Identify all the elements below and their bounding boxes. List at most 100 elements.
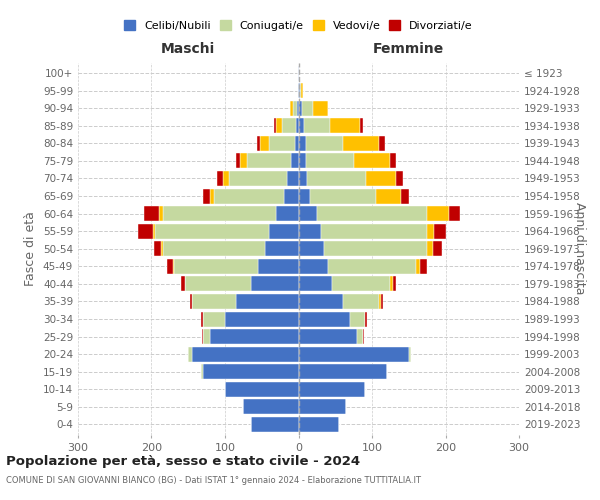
Legend: Celibi/Nubili, Coniugati/e, Vedovi/e, Divorziati/e: Celibi/Nubili, Coniugati/e, Vedovi/e, Di…: [119, 16, 478, 35]
Bar: [379, 136, 385, 151]
Bar: [154, 242, 161, 256]
Bar: [296, 118, 299, 133]
Bar: [144, 206, 159, 221]
Bar: [291, 154, 299, 168]
Bar: [353, 154, 391, 168]
Bar: [299, 154, 306, 168]
Bar: [343, 136, 379, 151]
Bar: [202, 329, 203, 344]
Bar: [299, 259, 328, 274]
Bar: [293, 100, 297, 116]
Bar: [299, 312, 350, 326]
Bar: [299, 329, 358, 344]
Bar: [392, 276, 396, 291]
Bar: [313, 100, 328, 116]
Bar: [185, 276, 251, 291]
Bar: [274, 118, 277, 133]
Bar: [320, 224, 427, 238]
Bar: [265, 242, 299, 256]
Bar: [350, 312, 365, 326]
Text: Popolazione per età, sesso e stato civile - 2024: Popolazione per età, sesso e stato civil…: [6, 455, 360, 468]
Bar: [299, 242, 324, 256]
Bar: [190, 294, 192, 309]
Bar: [310, 188, 376, 204]
Bar: [295, 136, 299, 151]
Bar: [210, 329, 299, 344]
Bar: [297, 100, 299, 116]
Bar: [258, 259, 299, 274]
Bar: [159, 206, 163, 221]
Bar: [155, 224, 269, 238]
Bar: [343, 294, 379, 309]
Bar: [247, 154, 291, 168]
Bar: [409, 346, 411, 362]
Bar: [420, 259, 427, 274]
Bar: [379, 294, 381, 309]
Bar: [307, 171, 366, 186]
Bar: [214, 188, 284, 204]
Bar: [223, 171, 229, 186]
Bar: [277, 206, 299, 221]
Bar: [299, 100, 302, 116]
Bar: [332, 276, 391, 291]
Bar: [251, 276, 299, 291]
Bar: [299, 83, 300, 98]
Bar: [298, 66, 299, 80]
Bar: [260, 136, 269, 151]
Bar: [449, 206, 460, 221]
Bar: [163, 242, 265, 256]
Bar: [173, 259, 258, 274]
Bar: [269, 136, 295, 151]
Bar: [301, 83, 303, 98]
Bar: [225, 382, 299, 397]
Bar: [427, 206, 449, 221]
Bar: [236, 294, 299, 309]
Bar: [416, 259, 420, 274]
Bar: [365, 312, 367, 326]
Bar: [363, 329, 364, 344]
Bar: [203, 188, 210, 204]
Bar: [138, 224, 153, 238]
Y-axis label: Fasce di età: Fasce di età: [25, 212, 37, 286]
Bar: [225, 312, 299, 326]
Bar: [324, 242, 427, 256]
Bar: [277, 118, 283, 133]
Bar: [203, 329, 210, 344]
Bar: [299, 206, 317, 221]
Bar: [299, 188, 310, 204]
Bar: [217, 171, 223, 186]
Bar: [358, 329, 363, 344]
Bar: [299, 224, 320, 238]
Bar: [401, 188, 409, 204]
Bar: [302, 100, 313, 116]
Bar: [434, 224, 445, 238]
Bar: [299, 294, 343, 309]
Bar: [299, 364, 387, 379]
Bar: [287, 171, 299, 186]
Bar: [284, 188, 299, 204]
Bar: [328, 259, 416, 274]
Bar: [251, 417, 299, 432]
Y-axis label: Anni di nascita: Anni di nascita: [573, 202, 586, 295]
Bar: [163, 206, 277, 221]
Bar: [236, 154, 240, 168]
Bar: [203, 312, 225, 326]
Bar: [306, 154, 353, 168]
Bar: [240, 154, 247, 168]
Bar: [181, 276, 185, 291]
Bar: [257, 136, 260, 151]
Bar: [203, 364, 299, 379]
Bar: [210, 188, 214, 204]
Bar: [317, 206, 427, 221]
Bar: [188, 346, 192, 362]
Bar: [299, 276, 332, 291]
Bar: [391, 154, 396, 168]
Bar: [299, 382, 365, 397]
Text: Maschi: Maschi: [161, 42, 215, 56]
Text: Femmine: Femmine: [373, 42, 445, 56]
Bar: [433, 242, 442, 256]
Bar: [306, 136, 343, 151]
Bar: [391, 276, 392, 291]
Bar: [167, 259, 173, 274]
Bar: [192, 294, 236, 309]
